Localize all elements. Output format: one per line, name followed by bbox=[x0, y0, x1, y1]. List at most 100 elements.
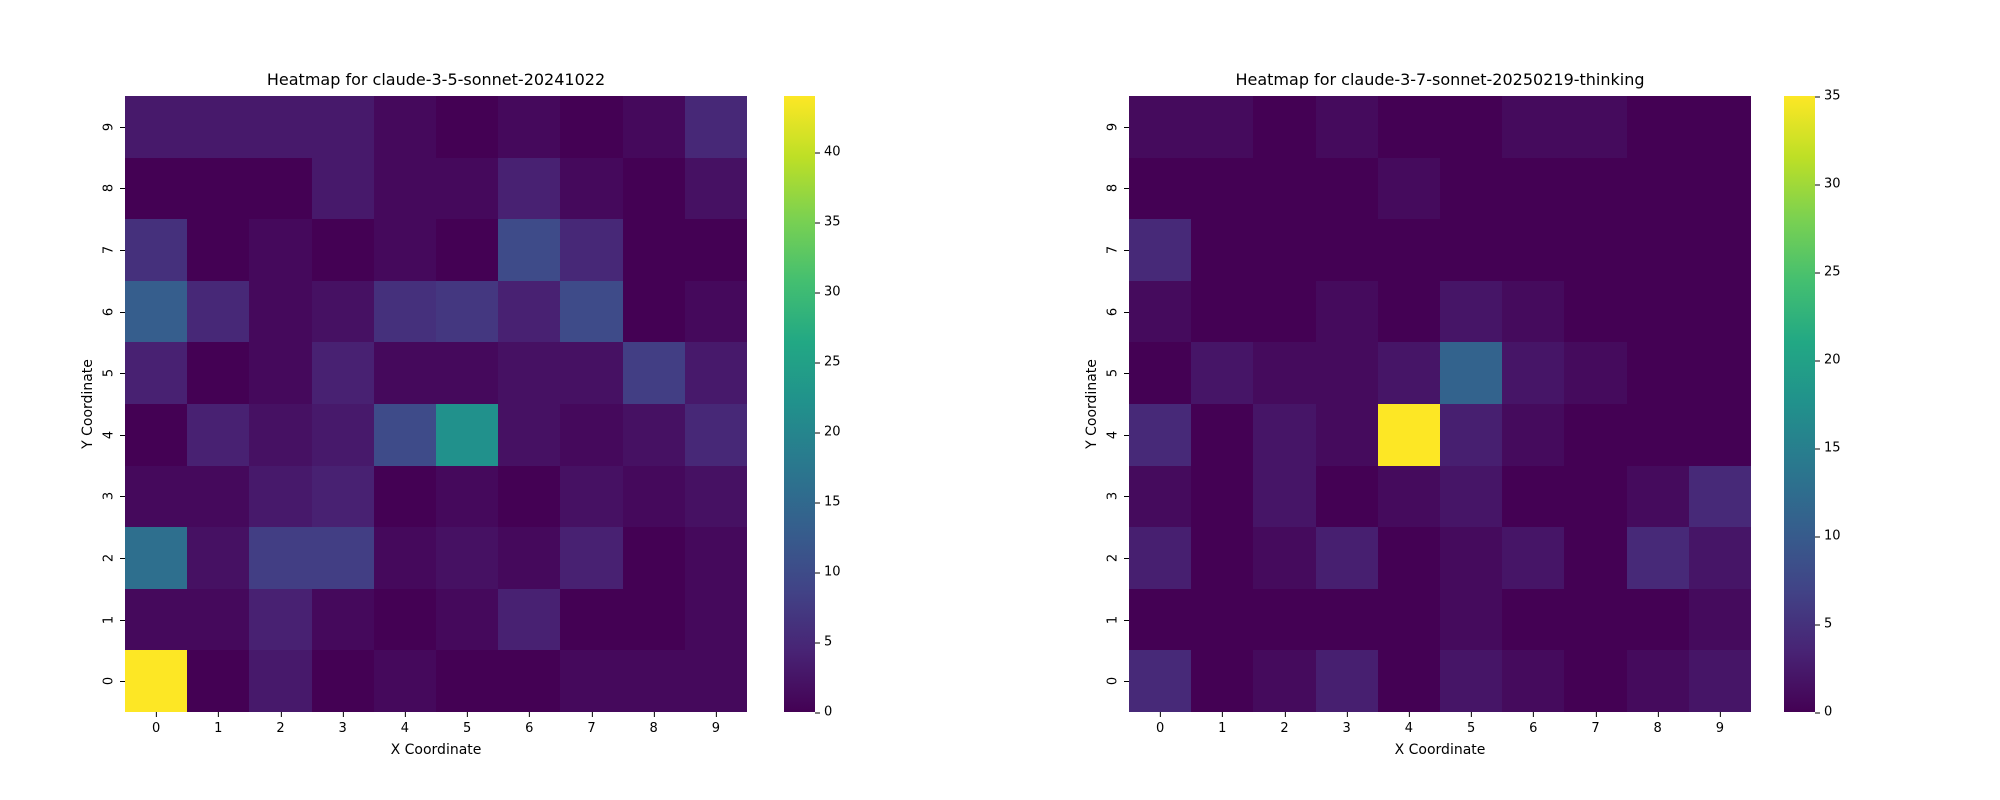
heatmap-cell bbox=[187, 527, 250, 589]
heatmap-cell bbox=[498, 219, 561, 281]
y-tick-label: 2 bbox=[1105, 553, 1121, 563]
heatmap-cell bbox=[1502, 219, 1565, 281]
heatmap-cell bbox=[1129, 403, 1192, 466]
y-axis-label: Y Coordinate bbox=[80, 359, 96, 449]
heatmap-cell bbox=[373, 219, 436, 281]
heatmap-cell bbox=[684, 96, 747, 158]
y-tick-mark bbox=[120, 681, 125, 683]
x-tick-label: 8 bbox=[649, 712, 658, 736]
heatmap-cell bbox=[622, 650, 685, 712]
heatmap-cell bbox=[622, 157, 685, 220]
heatmap-cell bbox=[1502, 342, 1565, 404]
heatmap-cell bbox=[1377, 219, 1440, 281]
heatmap-cell bbox=[1191, 342, 1254, 404]
x-tick-label: 6 bbox=[525, 712, 534, 736]
heatmap-cell bbox=[249, 403, 312, 466]
heatmap-cell bbox=[249, 280, 312, 343]
heatmap-cell bbox=[187, 219, 250, 281]
heatmap-cell bbox=[1191, 157, 1254, 220]
heatmap-cell bbox=[1440, 650, 1503, 712]
colorbar-tick-label: 0 bbox=[1814, 704, 1833, 720]
colorbar-tick-label: 0 bbox=[814, 704, 833, 720]
heatmap-cell bbox=[1315, 588, 1378, 651]
heatmap-cell bbox=[1688, 219, 1751, 281]
y-tick-label: 2 bbox=[101, 553, 117, 563]
colorbar-tick-label: 5 bbox=[1814, 616, 1833, 632]
heatmap-cell bbox=[1564, 588, 1627, 651]
y-tick-mark bbox=[120, 496, 125, 498]
chart-title: Heatmap for claude-3-5-sonnet-20241022 bbox=[266, 70, 606, 89]
y-tick-label: 4 bbox=[1105, 430, 1121, 439]
x-tick-label: 9 bbox=[1715, 712, 1725, 736]
heatmap-cell bbox=[1377, 650, 1440, 712]
x-tick-label: 5 bbox=[1466, 712, 1476, 736]
x-tick-label: 5 bbox=[462, 712, 472, 736]
y-tick-mark bbox=[120, 619, 125, 621]
heatmap-cell bbox=[125, 96, 188, 158]
heatmap-cell bbox=[684, 219, 747, 281]
heatmap-cell bbox=[1626, 465, 1689, 528]
heatmap-cell bbox=[1315, 280, 1378, 343]
heatmap-cell bbox=[1564, 650, 1627, 712]
heatmap-cell bbox=[560, 157, 623, 220]
heatmap-cell bbox=[1129, 280, 1192, 343]
heatmap-cell bbox=[373, 650, 436, 712]
heatmap-cell bbox=[622, 280, 685, 343]
heatmap-cell bbox=[249, 465, 312, 528]
heatmap-cell bbox=[1129, 650, 1192, 712]
heatmap-cell bbox=[187, 650, 250, 712]
x-tick-label: 3 bbox=[338, 712, 347, 736]
heatmap-cell bbox=[560, 465, 623, 528]
heatmap-cell bbox=[1191, 588, 1254, 651]
heatmap-cell bbox=[1440, 465, 1503, 528]
heatmap-cell bbox=[1129, 465, 1192, 528]
heatmap-cell bbox=[560, 219, 623, 281]
heatmap-cell bbox=[311, 650, 374, 712]
heatmap-cell bbox=[373, 96, 436, 158]
heatmap-cell bbox=[436, 465, 499, 528]
heatmap-cell bbox=[622, 588, 685, 651]
heatmap-cell bbox=[1377, 280, 1440, 343]
heatmap-cell bbox=[1626, 403, 1689, 466]
heatmap-cell bbox=[684, 650, 747, 712]
heatmap-cell bbox=[311, 403, 374, 466]
y-tick-label: 4 bbox=[101, 430, 117, 439]
heatmap-cell bbox=[249, 157, 312, 220]
heatmap-cell bbox=[373, 280, 436, 343]
heatmap-cell bbox=[1626, 219, 1689, 281]
heatmap-cell bbox=[1129, 342, 1192, 404]
heatmap-cell bbox=[684, 465, 747, 528]
heatmap-cell bbox=[249, 650, 312, 712]
heatmap-cell bbox=[684, 588, 747, 651]
heatmap-cell bbox=[125, 342, 188, 404]
heatmap-cell bbox=[560, 342, 623, 404]
heatmap-cell bbox=[436, 650, 499, 712]
y-tick-mark bbox=[1124, 496, 1129, 498]
heatmap-cell bbox=[436, 157, 499, 220]
heatmap-cell bbox=[1502, 588, 1565, 651]
heatmap-cell bbox=[684, 403, 747, 466]
heatmap-cell bbox=[622, 342, 685, 404]
heatmap-cell bbox=[187, 465, 250, 528]
heatmap-cell bbox=[125, 157, 188, 220]
heatmap-cell bbox=[373, 342, 436, 404]
y-tick-mark bbox=[1124, 250, 1129, 251]
colorbar-tick-label: 40 bbox=[815, 144, 841, 160]
heatmap-cell bbox=[1377, 157, 1440, 220]
heatmap-cell bbox=[249, 588, 312, 651]
heatmap-cell bbox=[1626, 650, 1689, 712]
heatmap-cell bbox=[1688, 342, 1751, 404]
heatmap-cell bbox=[1564, 96, 1627, 158]
heatmap-cell bbox=[1440, 403, 1503, 466]
heatmap-cell bbox=[373, 157, 436, 220]
colorbar-tick-label: 25 bbox=[815, 354, 841, 370]
heatmap-cell bbox=[1377, 96, 1440, 158]
heatmap-cell bbox=[1564, 157, 1627, 220]
heatmap-cell bbox=[1253, 650, 1316, 712]
heatmap-cell bbox=[560, 96, 623, 158]
heatmap-cell bbox=[1502, 465, 1565, 528]
heatmap-cell bbox=[311, 342, 374, 404]
heatmap-cell bbox=[1253, 280, 1316, 343]
heatmap-cell bbox=[498, 157, 561, 220]
heatmap-cell bbox=[311, 527, 374, 589]
